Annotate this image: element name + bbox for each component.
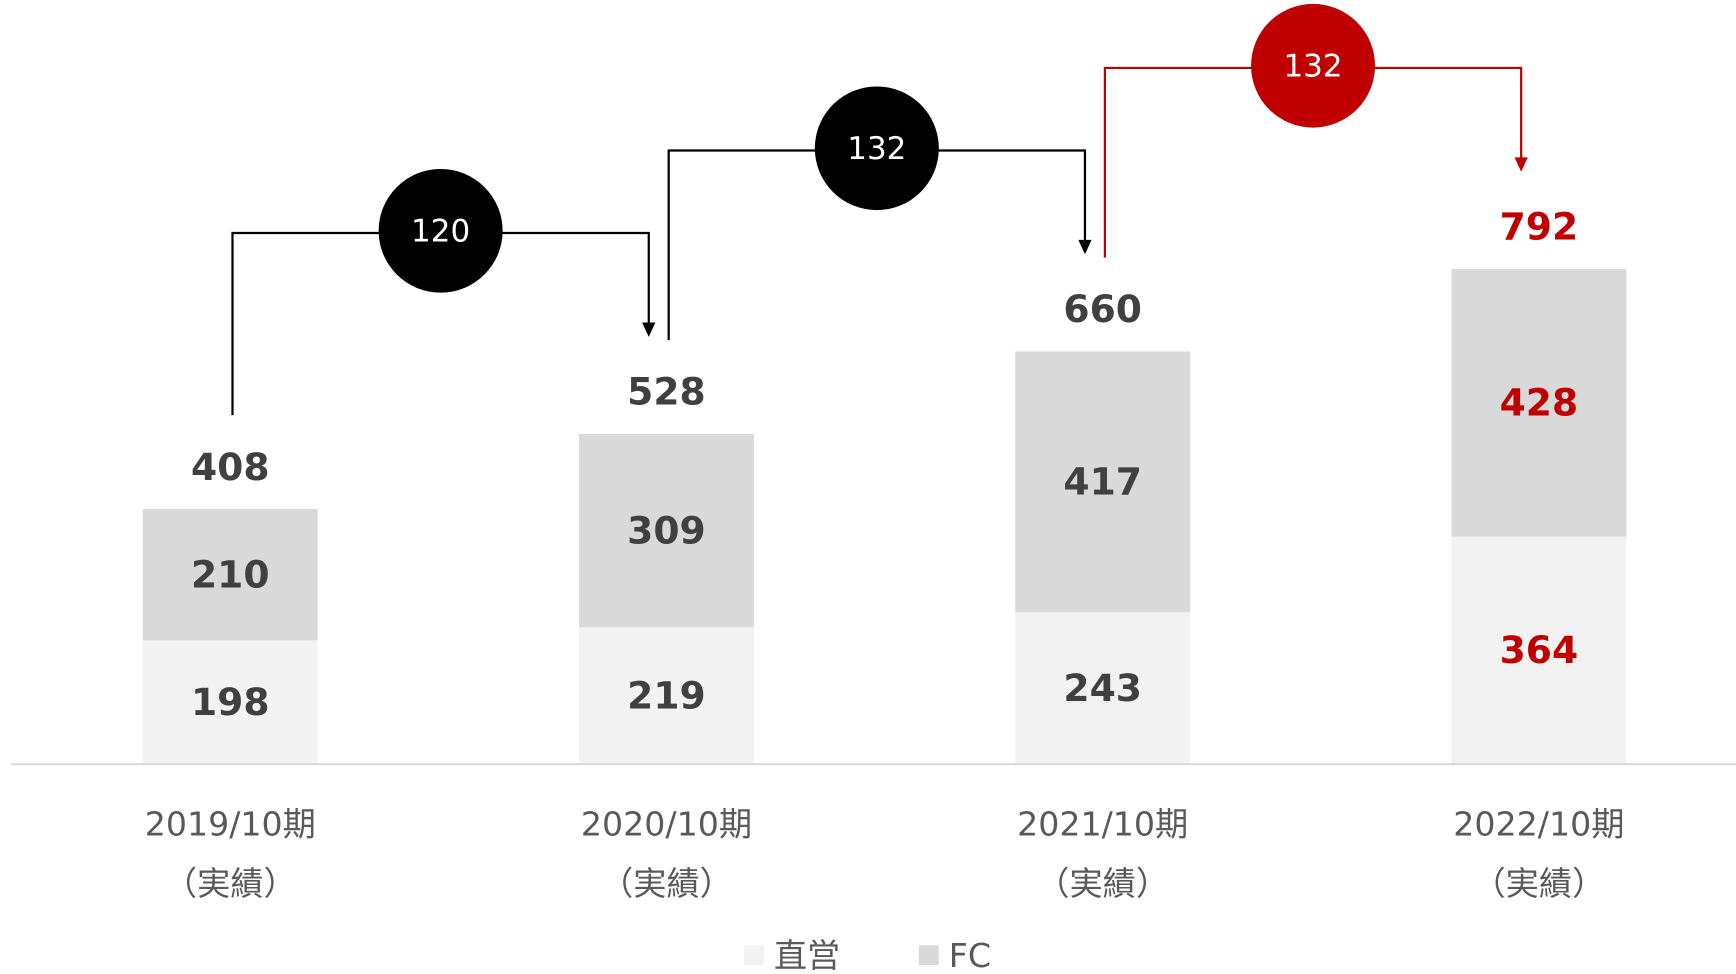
segment-label: 309 <box>627 508 706 552</box>
total-label: 528 <box>627 370 706 414</box>
total-label: 408 <box>191 445 270 489</box>
x-tick-label: 2021/10期 <box>1017 805 1188 844</box>
segment-label: 210 <box>191 552 270 596</box>
legend-swatch <box>918 945 939 966</box>
x-tick-label: （実績） <box>1472 864 1605 903</box>
bar-segment <box>142 509 318 641</box>
legend-label: 直営 <box>774 936 840 974</box>
increment-label: 132 <box>1283 48 1342 84</box>
increment-label: 132 <box>847 131 906 167</box>
bar-segment <box>579 627 754 765</box>
x-tick-label: 2020/10期 <box>581 805 752 844</box>
x-tick-label: 2019/10期 <box>145 805 316 844</box>
bar-segment <box>1015 351 1191 613</box>
bar-segment <box>1451 536 1627 765</box>
bar-segment <box>142 640 318 765</box>
segment-label: 243 <box>1063 666 1142 710</box>
segment-label: 417 <box>1063 460 1142 504</box>
x-tick-label: （実績） <box>1036 864 1169 903</box>
x-tick-label: 2022/10期 <box>1453 805 1624 844</box>
x-tick-label: （実績） <box>164 864 297 903</box>
total-label: 660 <box>1063 287 1142 331</box>
bar-segment <box>1015 612 1191 765</box>
segment-label: 198 <box>191 680 270 724</box>
bar-segment <box>1451 268 1627 537</box>
plot: 198 210 408 2019/10期 （実績） 219 309 528 2020/10期 （実… <box>11 3 1736 974</box>
segment-label: 219 <box>627 673 706 717</box>
increment-circle <box>378 168 503 293</box>
arrow-head <box>1514 157 1528 172</box>
total-label: 792 <box>1500 205 1579 249</box>
x-tick-label: （実績） <box>600 864 733 903</box>
arrow-head <box>642 322 656 337</box>
bar-segment <box>579 434 754 628</box>
increment-circle <box>814 86 939 211</box>
increment-label: 120 <box>411 214 470 250</box>
legend-swatch <box>743 945 764 966</box>
increment-circle <box>1251 3 1376 128</box>
segment-label: 364 <box>1500 628 1579 672</box>
arrow-head <box>1078 239 1092 255</box>
segment-label: 428 <box>1500 380 1579 424</box>
legend-label: FC <box>949 936 991 974</box>
